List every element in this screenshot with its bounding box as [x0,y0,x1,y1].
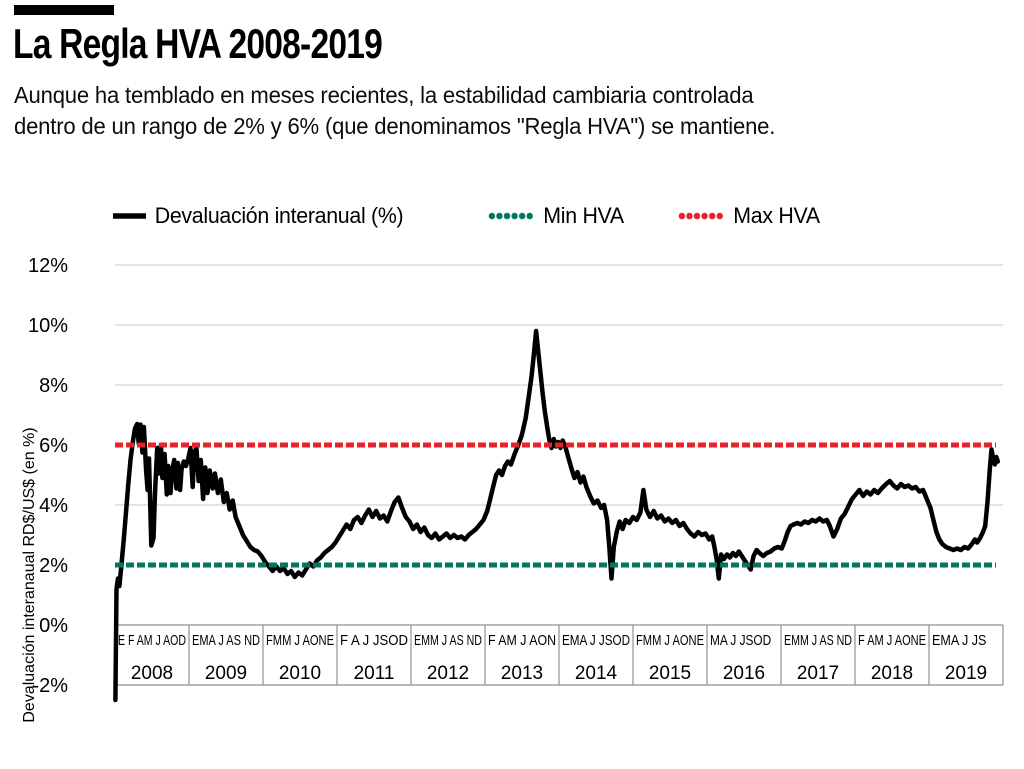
x-axis-year-label-2009: 2009 [205,663,247,684]
x-axis-month-labels-2018: F AM J AONE [858,632,926,649]
page-subtitle: Aunque ha temblado en meses recientes, l… [14,80,775,142]
y-axis-title: Devaluación interanaual RD$/US$ (en %) [21,427,38,722]
x-axis-year-label-2013: 2013 [501,663,543,684]
x-axis-month-labels-2016: MA J JSOD [710,632,771,649]
legend-label: Max HVA [733,203,820,228]
x-axis-year-label-2014: 2014 [575,663,618,684]
devaluation-line [113,328,1001,703]
x-axis-month-labels-2013: F AM J AON [488,632,556,649]
legend-label: Devaluación interanual (%) [154,203,404,228]
page-title: La Regla HVA 2008-2019 [13,20,383,67]
y-tick-label-6%: 6% [39,435,68,457]
x-axis-month-labels-2008: E F AM J AOD [118,632,186,649]
y-tick-label-12%: 12% [28,255,68,277]
x-axis-year-label-2017: 2017 [797,663,839,684]
x-axis-year-label-2010: 2010 [279,663,321,684]
page-subtitle-line2: dentro de un rango de 2% y 6% (que denom… [14,113,776,139]
x-axis-year-label-2016: 2016 [723,663,765,684]
legend-item-min-hva: Min HVA [488,203,624,229]
green-dots-swatch-icon [488,210,535,222]
legend-label: Min HVA [543,203,624,228]
x-axis-month-labels-2017: EMM J AS ND [784,632,852,649]
x-axis-month-labels-2011: F A J JSOD [340,632,408,649]
x-axis-year-label-2019: 2019 [945,663,987,684]
y-tick-label-8%: 8% [39,375,68,397]
x-axis-year-label-2012: 2012 [427,663,469,684]
page-subtitle-line1: Aunque ha temblado en meses recientes, l… [14,82,754,108]
x-axis-year-label-2018: 2018 [871,663,913,684]
legend-item-max-hva: Max HVA [678,203,820,229]
x-axis-year-label-2015: 2015 [649,663,691,684]
x-axis-month-labels-2015: FMM J AONE [636,632,704,649]
y-tick-label--2%: -2% [32,675,68,697]
x-axis-month-labels-2012: EMM J AS ND [414,632,482,649]
x-axis-month-labels-2009: EMA J AS ND [192,632,260,649]
y-tick-label-10%: 10% [28,315,68,337]
red-dots-swatch-icon [678,210,725,222]
black-line-swatch-icon [113,210,146,222]
chart-legend: Devaluación interanual (%) Min HVA Max H… [0,203,1024,233]
x-axis-year-label-2011: 2011 [354,663,395,684]
y-tick-label-4%: 4% [39,495,68,517]
legend-item-devaluacion: Devaluación interanual (%) [113,203,404,229]
x-axis-month-labels-2014: EMA J JSOD [562,632,630,649]
x-axis-year-label-2008: 2008 [131,663,173,684]
y-tick-label-2%: 2% [39,555,68,577]
masthead-bar [14,5,114,15]
x-axis-month-labels-2019: EMA J JS [932,632,986,649]
x-axis-month-labels-2010: FMM J AONE [266,632,334,649]
y-tick-label-0%: 0% [39,615,68,637]
